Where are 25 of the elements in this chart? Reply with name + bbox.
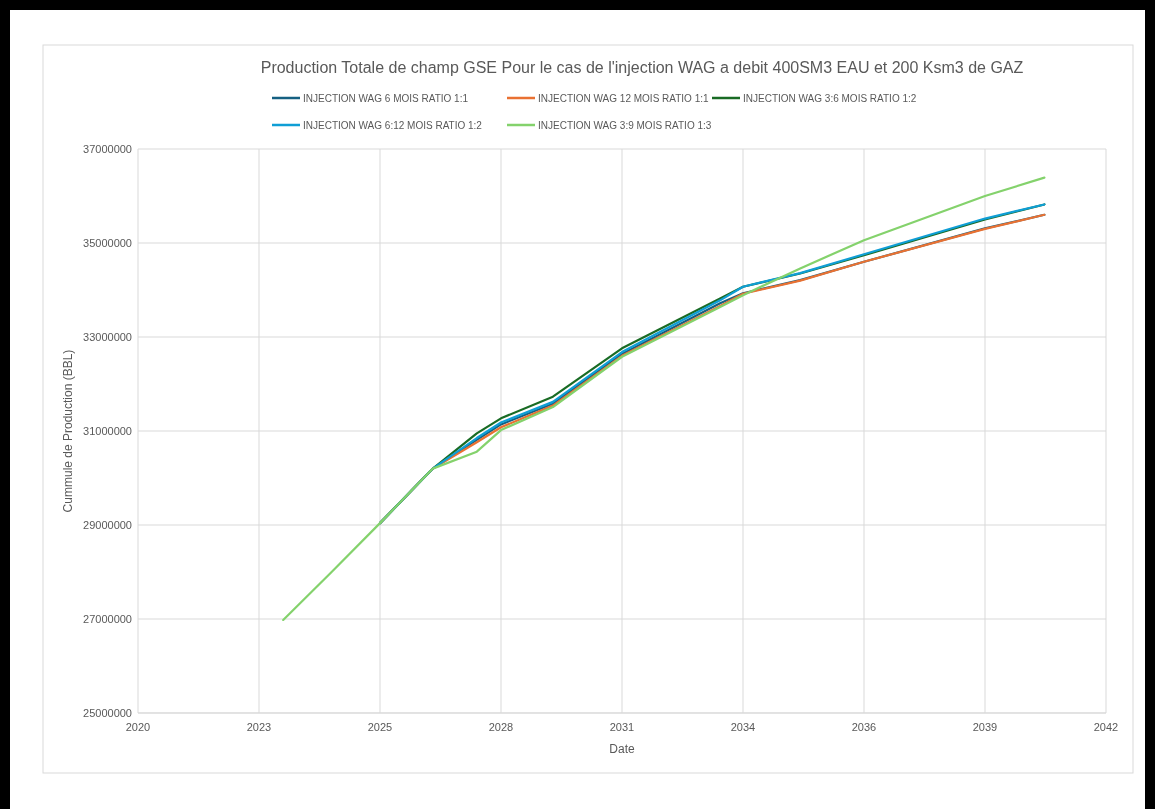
- x-tick-label: 2039: [972, 721, 998, 733]
- x-tick-label: 2031: [609, 721, 635, 733]
- legend-label: INJECTION WAG 12 MOIS RATIO 1:1: [538, 92, 710, 104]
- y-tick-label: 25000000: [83, 706, 132, 719]
- chart-title: Production Totale de champ GSE Pour le cas de l'injection WAG a debit 400SM3 EAU et 200 Ksm3 de GAZ: [260, 59, 1024, 76]
- x-tick-label: 2023: [246, 721, 272, 733]
- y-tick-label: 27000000: [83, 612, 132, 625]
- x-tick-label: 2028: [488, 721, 514, 733]
- y-tick-label: 35000000: [83, 236, 132, 249]
- y-tick-label: 31000000: [83, 424, 132, 437]
- x-tick-label: 2020: [125, 721, 151, 733]
- legend-label: INJECTION WAG 6:12 MOIS RATIO 1:2: [303, 119, 483, 131]
- legend-label: INJECTION WAG 3:6 MOIS RATIO 1:2: [743, 92, 917, 104]
- y-axis-title: Cummule de Production (BBL): [61, 349, 75, 513]
- y-tick-label: 37000000: [83, 142, 132, 155]
- legend-label: INJECTION WAG 3:9 MOIS RATIO 1:3: [538, 119, 712, 131]
- x-tick-label: 2036: [851, 721, 877, 733]
- y-tick-label: 33000000: [83, 330, 132, 343]
- x-tick-label: 2034: [730, 721, 756, 733]
- x-tick-label: 2025: [367, 721, 393, 733]
- x-axis-title: Date: [609, 742, 635, 756]
- y-tick-label: 29000000: [83, 518, 132, 531]
- x-tick-label: 2042: [1093, 721, 1119, 733]
- line-series: [282, 176, 1046, 622]
- legend-label: INJECTION WAG 6 MOIS RATIO 1:1: [303, 92, 469, 104]
